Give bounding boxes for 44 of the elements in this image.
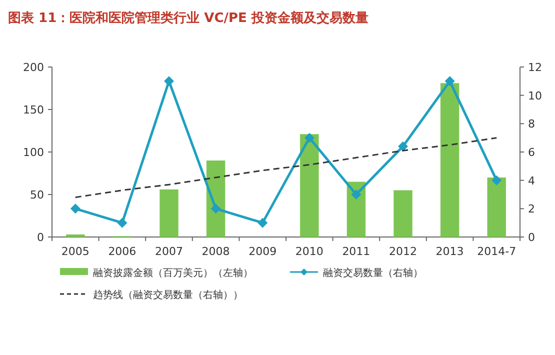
legend-label: 融资交易数量（右轴） [323, 267, 423, 279]
x-tick-label: 2010 [295, 245, 324, 258]
y-tick-label: 200 [23, 61, 44, 74]
y2-tick-label: 8 [528, 118, 535, 131]
point [164, 76, 174, 86]
point [258, 218, 268, 228]
y-tick-label: 50 [30, 188, 44, 202]
x-tick-label: 2014-7 [477, 245, 516, 258]
bar [160, 189, 178, 237]
bar [346, 182, 366, 237]
y-tick-label: 100 [23, 146, 44, 159]
y2-tick-label: 4 [528, 174, 535, 188]
legend-label: 趋势线（融资交易数量（右轴）） [93, 289, 243, 301]
point [70, 204, 80, 214]
y2-tick-label: 2 [528, 202, 535, 216]
bar [394, 190, 412, 237]
point [398, 141, 408, 152]
point [304, 132, 314, 143]
legend-label: 融资披露金额（百万美元）（左轴） [93, 267, 253, 279]
point [492, 175, 502, 186]
y-tick-label: 150 [23, 104, 44, 116]
x-tick-label: 2008 [202, 245, 230, 258]
point [117, 218, 128, 228]
point [444, 76, 455, 86]
bar [206, 160, 226, 237]
bar [487, 178, 506, 237]
y2-tick-label: 0 [528, 231, 535, 244]
y2-tick-label: 12 [528, 61, 542, 74]
x-tick-label: 2007 [155, 245, 183, 258]
x-tick-label: 2012 [389, 245, 417, 258]
y2-tick-label: 6 [528, 146, 535, 159]
bar [440, 83, 460, 237]
x-tick-label: 2011 [342, 245, 370, 258]
x-tick-label: 2006 [108, 245, 136, 258]
point [210, 204, 221, 214]
y-tick-label: 0 [37, 231, 44, 244]
x-tick-label: 2013 [436, 245, 464, 258]
x-tick-label: 2005 [61, 245, 90, 258]
chart-title: 图表 11：医院和医院管理类行业 VC/PE 投资金额及交易数量 [8, 10, 368, 26]
point [351, 190, 362, 200]
bar [300, 134, 319, 237]
y2-tick-label: 10 [528, 89, 542, 102]
x-tick-label: 2009 [248, 245, 277, 258]
bar [66, 234, 85, 237]
